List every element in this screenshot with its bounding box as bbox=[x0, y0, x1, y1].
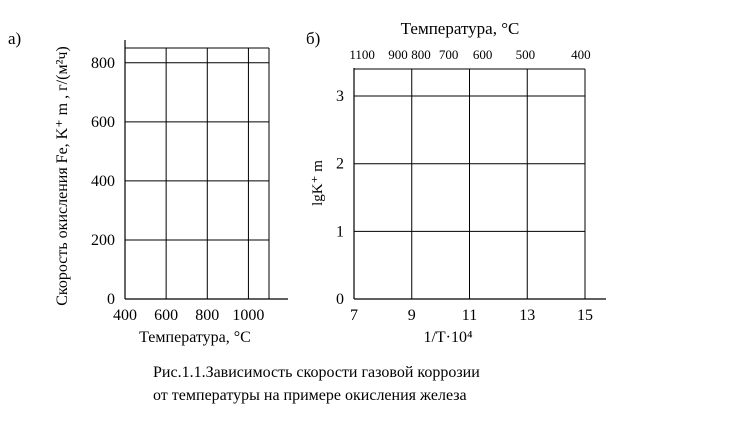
y-ticks-b: 0 1 2 3 bbox=[336, 88, 344, 308]
chart-b: б) Температура, °C 1100 900 800 700 600 500 40… bbox=[306, 19, 606, 346]
caption-line-2: от температуры на примере окисления желе… bbox=[153, 387, 467, 404]
top-tick-label-b: 700 bbox=[439, 47, 459, 62]
y-tick-label-a: 400 bbox=[91, 173, 115, 190]
y-axis-label-a: Скорость окисления Fe, K⁺ m , г/(м²ч) bbox=[54, 46, 71, 306]
y-tick-label-a: 0 bbox=[107, 291, 115, 308]
y-axis-label-b: lgK⁺ m bbox=[310, 160, 326, 206]
grid-b bbox=[354, 68, 586, 299]
x-tick-label-a: 800 bbox=[195, 307, 219, 324]
y-ticks-a: 0 200 400 600 800 bbox=[91, 55, 115, 308]
panel-label-a: а) bbox=[8, 29, 21, 48]
x-tick-label-b: 9 bbox=[408, 307, 416, 324]
top-ticks-b: 1100 900 800 700 600 500 400 bbox=[349, 47, 590, 62]
x-axis-label-b: 1/T·10⁴ bbox=[423, 329, 473, 346]
top-tick-label-b: 900 bbox=[388, 47, 408, 62]
panel-label-b: б) bbox=[306, 29, 320, 48]
y-tick-label-b: 0 bbox=[336, 291, 344, 308]
y-tick-label-b: 1 bbox=[336, 223, 344, 240]
x-tick-label-b: 7 bbox=[350, 307, 358, 324]
top-tick-label-b: 800 bbox=[411, 47, 431, 62]
y-tick-label-a: 800 bbox=[91, 55, 115, 72]
chart-a: а) 0 200 400 600 800 400 600 800 1000 Температу… bbox=[8, 29, 288, 346]
x-ticks-a: 400 600 800 1000 bbox=[113, 307, 264, 324]
top-tick-label-b: 1100 bbox=[349, 47, 375, 62]
x-tick-label-b: 11 bbox=[462, 307, 477, 324]
x-axis-label-a: Температура, °C bbox=[139, 329, 251, 346]
grid-a bbox=[125, 47, 270, 299]
y-tick-label-b: 2 bbox=[336, 156, 344, 173]
y-tick-label-a: 600 bbox=[91, 114, 115, 131]
caption-line-1: Рис.1.1.Зависимость скорости газовой кор… bbox=[153, 364, 480, 381]
x-tick-label-a: 600 bbox=[154, 307, 178, 324]
y-tick-label-a: 200 bbox=[91, 232, 115, 249]
x-tick-label-a: 1000 bbox=[232, 307, 264, 324]
top-tick-label-b: 600 bbox=[473, 47, 493, 62]
x-ticks-b: 7 9 11 13 15 bbox=[350, 307, 593, 324]
x-tick-label-b: 13 bbox=[519, 307, 535, 324]
top-axis-label-b: Температура, °C bbox=[401, 19, 520, 38]
x-tick-label-a: 400 bbox=[113, 307, 137, 324]
top-tick-label-b: 400 bbox=[571, 47, 591, 62]
x-tick-label-b: 15 bbox=[577, 307, 593, 324]
top-tick-label-b: 500 bbox=[516, 47, 536, 62]
y-tick-label-b: 3 bbox=[336, 88, 344, 105]
